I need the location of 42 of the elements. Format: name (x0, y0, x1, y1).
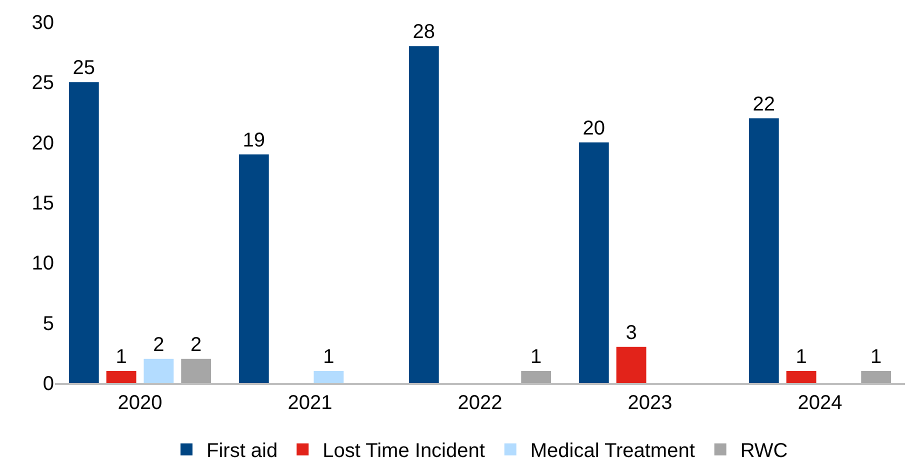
bar (181, 358, 212, 383)
data-label: 3 (626, 322, 637, 344)
data-label: 1 (870, 346, 882, 368)
data-label: 28 (412, 21, 436, 44)
y-tick-label: 5 (42, 312, 54, 335)
y-tick-label: 0 (42, 373, 54, 395)
legend-label: Lost Time Incident (322, 440, 486, 462)
data-label: 19 (242, 129, 266, 152)
bar (144, 358, 174, 383)
data-label: 1 (116, 346, 127, 368)
bar (106, 370, 136, 383)
x-tick-label: 2020 (118, 392, 162, 414)
data-label: 20 (582, 117, 606, 140)
bar (748, 118, 779, 383)
data-label: 1 (796, 346, 807, 368)
y-tick-label: 20 (32, 132, 54, 154)
bar (521, 370, 552, 383)
y-tick-label: 25 (32, 72, 54, 94)
x-tick-label: 2024 (798, 392, 842, 414)
bar (578, 142, 609, 383)
y-tick-label: 30 (32, 12, 54, 34)
bar (238, 154, 269, 383)
legend-label: RWC (740, 440, 788, 462)
x-tick-label: 2023 (628, 392, 672, 414)
bar (314, 370, 344, 383)
y-tick-label: 10 (32, 252, 54, 275)
data-label: 1 (323, 346, 334, 368)
bar (68, 82, 99, 383)
data-label: 25 (72, 57, 96, 80)
data-label: 1 (530, 346, 542, 368)
y-tick-label: 15 (32, 192, 54, 214)
x-tick-label: 2022 (458, 392, 502, 414)
x-tick-label: 2021 (288, 392, 332, 414)
bar (408, 46, 439, 383)
legend-label: Medical Treatment (530, 440, 696, 462)
legend-label: First aid (206, 440, 278, 462)
data-label: 2 (190, 334, 202, 356)
bar (786, 370, 816, 383)
bar (616, 346, 646, 383)
data-label: 22 (752, 93, 776, 116)
data-label: 2 (153, 334, 164, 356)
bar (861, 370, 892, 383)
